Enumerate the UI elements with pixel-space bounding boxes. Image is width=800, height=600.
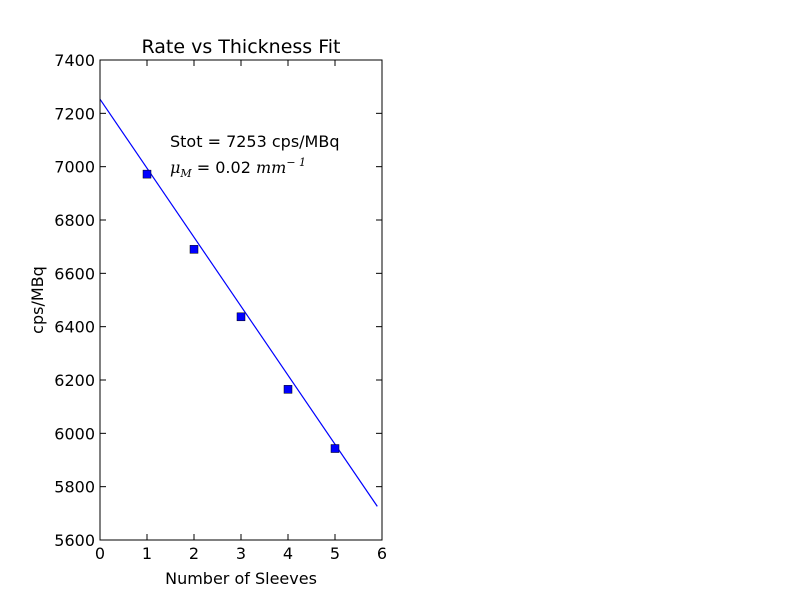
data-series <box>99 98 378 507</box>
y-tick-label: 6800 <box>54 211 95 230</box>
y-tick-label: 5800 <box>54 478 95 497</box>
y-tick-label: 6000 <box>54 424 95 443</box>
mu-value: = 0.02 <box>192 158 256 177</box>
x-tick-label: 1 <box>142 544 152 563</box>
chart-title: Rate vs Thickness Fit <box>141 36 340 58</box>
y-tick-label: 6400 <box>54 318 95 337</box>
y-tick-label: 7200 <box>54 104 95 123</box>
y-tick-label: 6200 <box>54 371 95 390</box>
mu-unit: mm <box>256 158 286 177</box>
y-tick-label: 5600 <box>54 531 95 550</box>
x-axis-label: Number of Sleeves <box>165 569 317 588</box>
data-point <box>142 169 152 179</box>
x-tick-label: 2 <box>189 544 199 563</box>
y-tick-label: 7400 <box>54 51 95 70</box>
fit-line <box>99 98 378 507</box>
plot-area <box>100 60 382 540</box>
x-tick-label: 5 <box>330 544 340 563</box>
x-tick-label: 6 <box>377 544 387 563</box>
data-point <box>189 245 199 254</box>
tick-labels: 0 1 2 3 4 5 6 5600 5800 6000 6200 6400 6600 6800 7000 7… <box>54 51 387 563</box>
y-tick-label: 6600 <box>54 264 95 283</box>
data-point <box>330 444 340 453</box>
y-tick-label: 7000 <box>54 158 95 177</box>
data-point <box>236 312 246 322</box>
mu-subscript: M <box>179 167 192 180</box>
data-point <box>283 385 293 394</box>
annotation-mu: μM = 0.02 mm− 1 <box>170 156 306 180</box>
mu-symbol: μ <box>170 158 180 177</box>
x-tick-label: 4 <box>283 544 293 563</box>
annotation-stot: Stot = 7253 cps/MBq <box>170 132 340 151</box>
plot-frame <box>99 59 383 541</box>
x-tick-label: 0 <box>95 544 105 563</box>
y-axis-label: cps/MBq <box>28 266 47 334</box>
x-tick-label: 3 <box>236 544 246 563</box>
mu-exponent: − 1 <box>286 156 306 169</box>
